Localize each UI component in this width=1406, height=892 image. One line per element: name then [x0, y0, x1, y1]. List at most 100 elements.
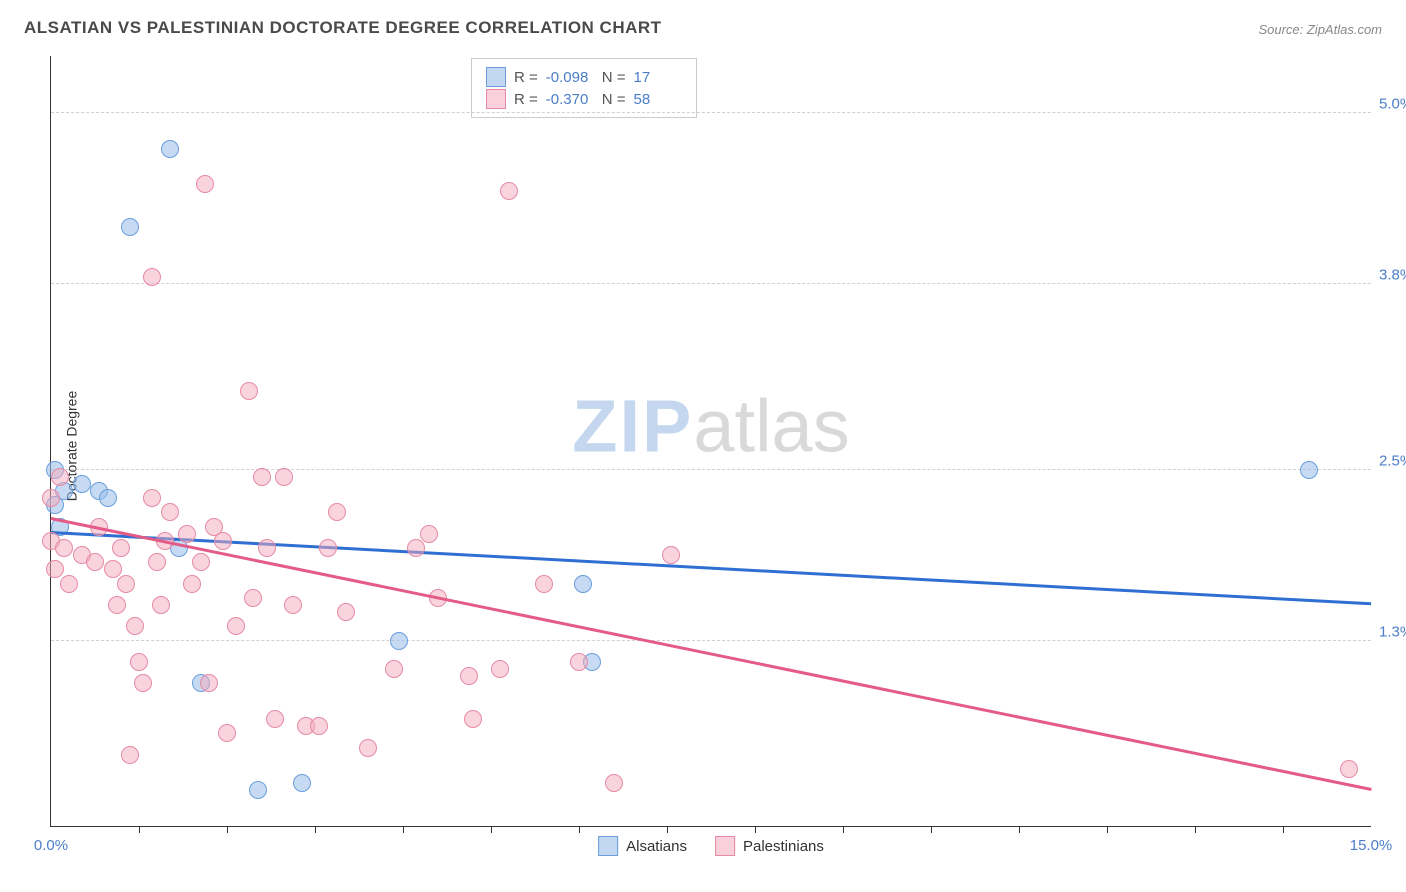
- chart-title: ALSATIAN VS PALESTINIAN DOCTORATE DEGREE…: [24, 18, 662, 38]
- x-tick: [139, 826, 140, 833]
- x-tick: [1019, 826, 1020, 833]
- swatch-pink-icon: [715, 836, 735, 856]
- scatter-point: [126, 617, 144, 635]
- stats-legend: R = -0.098 N = 17 R = -0.370 N = 58: [471, 58, 697, 118]
- x-tick: [1107, 826, 1108, 833]
- scatter-point: [143, 268, 161, 286]
- x-tick: [755, 826, 756, 833]
- scatter-point: [196, 175, 214, 193]
- y-tick-label: 2.5%: [1379, 452, 1406, 469]
- r-value-alsatians: -0.098: [546, 69, 594, 86]
- scatter-point: [420, 525, 438, 543]
- x-tick-label: 15.0%: [1350, 837, 1393, 854]
- legend-label-palestinians: Palestinians: [743, 838, 824, 855]
- scatter-point: [178, 525, 196, 543]
- stats-row-alsatians: R = -0.098 N = 17: [486, 67, 682, 87]
- scatter-point: [244, 589, 262, 607]
- x-tick: [403, 826, 404, 833]
- x-tick: [227, 826, 228, 833]
- trend-line: [51, 517, 1372, 790]
- scatter-point: [460, 667, 478, 685]
- scatter-point: [310, 717, 328, 735]
- scatter-point: [218, 724, 236, 742]
- swatch-blue-icon: [598, 836, 618, 856]
- legend-item-palestinians: Palestinians: [715, 836, 824, 856]
- scatter-point: [121, 746, 139, 764]
- scatter-point: [121, 218, 139, 236]
- scatter-point: [104, 560, 122, 578]
- scatter-point: [117, 575, 135, 593]
- scatter-point: [535, 575, 553, 593]
- scatter-point: [183, 575, 201, 593]
- x-tick: [1283, 826, 1284, 833]
- scatter-point: [464, 710, 482, 728]
- r-label: R =: [514, 91, 538, 108]
- gridline: [51, 469, 1371, 470]
- watermark-zip: ZIP: [572, 384, 693, 467]
- r-value-palestinians: -0.370: [546, 91, 594, 108]
- x-tick-label: 0.0%: [34, 837, 68, 854]
- scatter-point: [258, 539, 276, 557]
- scatter-point: [86, 553, 104, 571]
- x-tick: [491, 826, 492, 833]
- scatter-point: [390, 632, 408, 650]
- x-tick: [1195, 826, 1196, 833]
- scatter-point: [491, 660, 509, 678]
- swatch-pink-icon: [486, 89, 506, 109]
- x-tick: [579, 826, 580, 833]
- legend-label-alsatians: Alsatians: [626, 838, 687, 855]
- scatter-point: [319, 539, 337, 557]
- scatter-point: [407, 539, 425, 557]
- y-tick-label: 1.3%: [1379, 623, 1406, 640]
- scatter-point: [112, 539, 130, 557]
- scatter-point: [266, 710, 284, 728]
- n-value-alsatians: 17: [634, 69, 682, 86]
- scatter-point: [359, 739, 377, 757]
- scatter-point: [253, 468, 271, 486]
- x-tick: [315, 826, 316, 833]
- n-label: N =: [602, 91, 626, 108]
- x-tick: [667, 826, 668, 833]
- scatter-point: [46, 560, 64, 578]
- scatter-point: [143, 489, 161, 507]
- gridline: [51, 112, 1371, 113]
- scatter-point: [55, 539, 73, 557]
- scatter-point: [108, 596, 126, 614]
- x-tick: [843, 826, 844, 833]
- scatter-point: [249, 781, 267, 799]
- scatter-point: [500, 182, 518, 200]
- scatter-point: [214, 532, 232, 550]
- scatter-point: [605, 774, 623, 792]
- scatter-point: [130, 653, 148, 671]
- scatter-point: [1340, 760, 1358, 778]
- scatter-point: [337, 603, 355, 621]
- legend-item-alsatians: Alsatians: [598, 836, 687, 856]
- scatter-point: [73, 475, 91, 493]
- scatter-point: [574, 575, 592, 593]
- scatter-point: [42, 489, 60, 507]
- y-tick-label: 5.0%: [1379, 96, 1406, 113]
- watermark: ZIPatlas: [572, 383, 849, 468]
- scatter-point: [570, 653, 588, 671]
- scatter-point: [60, 575, 78, 593]
- stats-row-palestinians: R = -0.370 N = 58: [486, 89, 682, 109]
- scatter-point: [227, 617, 245, 635]
- r-label: R =: [514, 69, 538, 86]
- scatter-point: [148, 553, 166, 571]
- scatter-point: [1300, 461, 1318, 479]
- scatter-point: [161, 140, 179, 158]
- swatch-blue-icon: [486, 67, 506, 87]
- scatter-point: [284, 596, 302, 614]
- scatter-point: [275, 468, 293, 486]
- source-label: Source: ZipAtlas.com: [1258, 22, 1382, 37]
- n-value-palestinians: 58: [634, 91, 682, 108]
- watermark-atlas: atlas: [693, 384, 849, 467]
- scatter-point: [662, 546, 680, 564]
- scatter-point: [192, 553, 210, 571]
- n-label: N =: [602, 69, 626, 86]
- scatter-point: [240, 382, 258, 400]
- scatter-point: [51, 468, 69, 486]
- series-legend: Alsatians Palestinians: [598, 836, 824, 856]
- scatter-point: [293, 774, 311, 792]
- x-tick: [931, 826, 932, 833]
